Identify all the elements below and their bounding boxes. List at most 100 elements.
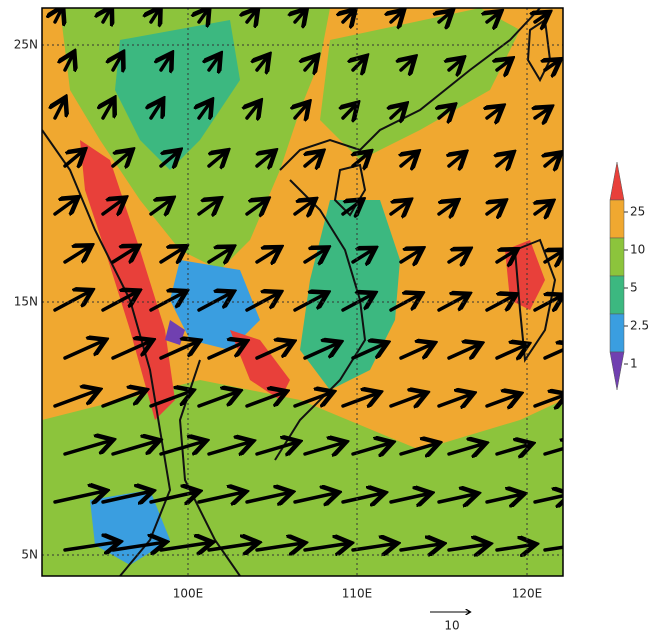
wind-vector xyxy=(159,542,211,550)
lat-label: 25N xyxy=(14,38,38,52)
wind-vectors xyxy=(53,8,563,550)
wind-vector xyxy=(111,151,131,166)
wind-vector xyxy=(485,394,519,406)
coastline xyxy=(274,179,367,461)
wind-vector xyxy=(103,100,114,120)
wind-vector xyxy=(437,394,472,406)
wind-vector xyxy=(399,249,421,262)
wind-vector xyxy=(63,440,112,456)
wind-vector xyxy=(399,443,438,454)
wind-vector xyxy=(437,494,476,502)
wind-vector xyxy=(159,441,205,456)
wind-vector xyxy=(111,441,158,456)
wind-vector xyxy=(305,152,322,166)
reference-label: 10 xyxy=(444,619,459,633)
map-frame xyxy=(41,7,564,577)
wind-vector xyxy=(293,493,337,502)
wind-vector xyxy=(399,344,433,360)
wind-vector xyxy=(487,202,504,214)
wind-vector xyxy=(351,544,396,550)
wind-vector xyxy=(207,342,245,360)
wind-vector xyxy=(53,291,91,312)
wind-vector xyxy=(533,494,563,502)
wind-vector xyxy=(533,395,563,406)
wind-vector xyxy=(255,543,303,550)
wind-vector xyxy=(151,8,160,22)
wind-vector xyxy=(149,199,172,214)
colorbar-label: 5 xyxy=(630,281,638,295)
wind-vector xyxy=(161,55,171,70)
wind-vector xyxy=(53,390,98,408)
coastline xyxy=(279,8,541,171)
wind-vector xyxy=(447,444,484,454)
wind-vector xyxy=(113,54,122,70)
wind-vector xyxy=(151,100,162,120)
wind-vector xyxy=(401,153,417,166)
wind-vector xyxy=(391,105,405,118)
wind-vector xyxy=(437,201,457,214)
map-panel xyxy=(42,8,563,576)
field-green xyxy=(320,8,520,160)
wind-vector xyxy=(295,103,308,118)
lon-label: 100E xyxy=(173,587,204,601)
wind-vector xyxy=(305,57,317,70)
wind-vector xyxy=(255,442,298,454)
wind-vector xyxy=(53,198,77,214)
wind-vector xyxy=(111,542,165,550)
colorbar-segment xyxy=(609,199,625,239)
wind-vector xyxy=(399,544,442,550)
wind-vector xyxy=(55,8,62,22)
wind-vector xyxy=(341,393,379,406)
wind-vector xyxy=(197,292,232,312)
wind-vector xyxy=(351,443,391,454)
wind-vector xyxy=(487,12,500,22)
wind-vector xyxy=(293,293,326,312)
wind-vector xyxy=(101,291,138,312)
wind-vector xyxy=(199,8,208,22)
wind-vector xyxy=(485,494,523,502)
wind-vector xyxy=(341,201,362,214)
field-green xyxy=(42,380,563,576)
wind-vector xyxy=(535,202,551,214)
wind-vector xyxy=(439,106,453,118)
wind-vector xyxy=(341,493,383,502)
wind-vector xyxy=(303,248,327,262)
wind-vector xyxy=(207,151,226,166)
wind-vector xyxy=(543,251,563,262)
wind-vector xyxy=(255,248,279,262)
wind-vector xyxy=(149,292,185,312)
colorbar-segment xyxy=(609,351,625,391)
wind-vector xyxy=(533,296,563,310)
wind-vector xyxy=(447,344,480,358)
colorbar-segment xyxy=(609,275,625,315)
wind-vector xyxy=(389,294,421,312)
wind-vector xyxy=(351,249,374,262)
wind-vector xyxy=(111,247,137,262)
wind-vector xyxy=(449,59,462,70)
wind-vector xyxy=(447,250,469,262)
colorbar-segment xyxy=(609,237,625,277)
wind-vector xyxy=(545,60,559,70)
wind-vector xyxy=(447,544,488,550)
wind-vector xyxy=(391,11,403,22)
wind-vector xyxy=(255,342,292,360)
wind-vector xyxy=(487,107,502,118)
wind-vector xyxy=(149,391,192,408)
wind-vector xyxy=(207,543,257,550)
wind-vector xyxy=(247,8,257,22)
coastline xyxy=(42,129,172,576)
wind-vector xyxy=(159,341,198,360)
colorbar: 25 10 5 2.5 1 xyxy=(609,161,649,391)
wind-vector xyxy=(303,543,349,550)
wind-vector xyxy=(199,101,211,118)
wind-vector xyxy=(343,104,357,118)
wind-vector xyxy=(53,491,105,502)
wind-vector xyxy=(101,391,145,408)
wind-vector xyxy=(497,60,511,70)
wind-vector xyxy=(257,56,268,70)
wind-vector xyxy=(543,444,563,454)
wind-vector xyxy=(497,153,512,166)
colorbar-segment xyxy=(609,161,625,201)
wind-vector xyxy=(101,199,124,214)
